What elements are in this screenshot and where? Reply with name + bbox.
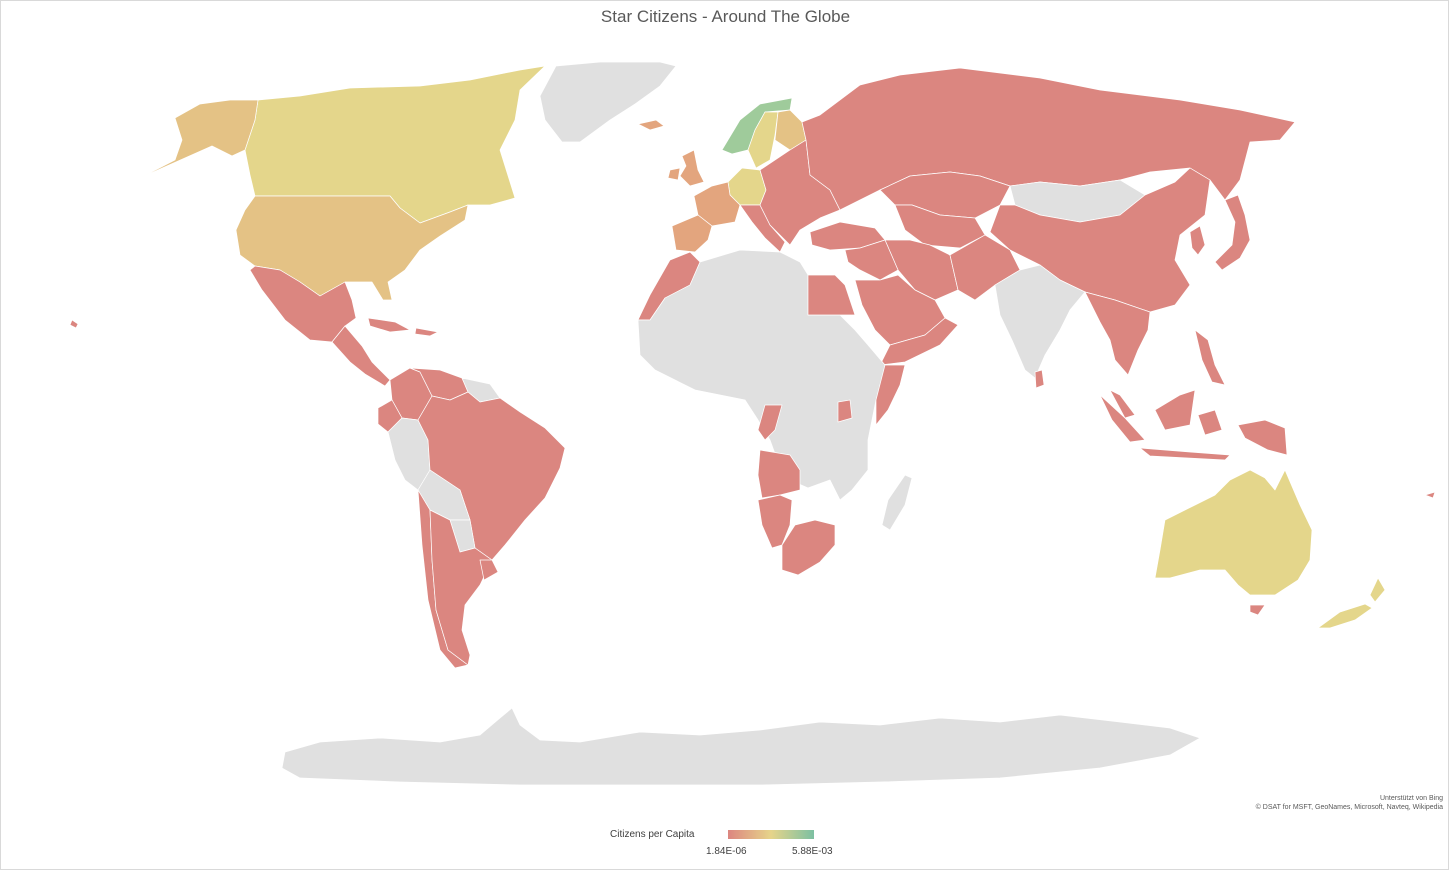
region-gabon-congo[interactable]	[757, 404, 783, 441]
region-south-africa[interactable]	[781, 519, 836, 576]
region-east-africa[interactable]	[837, 399, 853, 423]
region-canada[interactable]	[244, 65, 546, 224]
region-new-zealand[interactable]	[1317, 577, 1386, 629]
region-caribbean[interactable]	[367, 317, 439, 337]
region-uk[interactable]	[667, 149, 705, 187]
region-philippines[interactable]	[1194, 329, 1226, 386]
region-iceland[interactable]	[637, 119, 665, 131]
region-antarctica[interactable]	[281, 707, 1201, 786]
region-japan[interactable]	[1214, 194, 1251, 271]
region-australia[interactable]	[1154, 469, 1313, 596]
region-somalia[interactable]	[875, 364, 906, 426]
region-mexico[interactable]	[249, 265, 357, 343]
region-tasmania[interactable]	[1249, 604, 1266, 616]
region-indonesia[interactable]	[1099, 389, 1288, 461]
region-spain[interactable]	[671, 214, 713, 253]
region-hawaii[interactable]	[69, 319, 79, 329]
region-levant[interactable]	[844, 239, 899, 281]
region-usa[interactable]	[235, 195, 469, 301]
legend-gradient-bar	[728, 830, 814, 839]
legend-min-label: 1.84E-06	[706, 846, 747, 857]
region-sri-lanka[interactable]	[1034, 369, 1045, 389]
region-pacific-islands[interactable]	[1424, 491, 1436, 499]
attribution-line-2: © DSAT for MSFT, GeoNames, Microsoft, Na…	[1255, 804, 1443, 811]
region-alaska[interactable]	[139, 99, 259, 179]
region-greenland[interactable]	[539, 61, 677, 143]
region-india[interactable]	[994, 264, 1086, 379]
region-angola[interactable]	[757, 449, 801, 499]
region-madagascar[interactable]	[881, 474, 913, 531]
map-attribution: Unterstützt von Bing © DSAT for MSFT, Ge…	[1256, 794, 1443, 812]
region-argentina[interactable]	[429, 509, 493, 666]
region-korea[interactable]	[1189, 225, 1206, 256]
region-southeast-asia[interactable]	[1084, 291, 1151, 376]
map-title: Star Citizens - Around The Globe	[600, 7, 851, 26]
region-central-america[interactable]	[331, 325, 391, 387]
region-malaysia[interactable]	[1109, 389, 1136, 419]
legend-title: Citizens per Capita	[610, 829, 695, 840]
region-uruguay[interactable]	[479, 559, 499, 581]
legend-max-label: 5.88E-03	[792, 846, 833, 857]
region-namibia[interactable]	[757, 494, 793, 549]
attribution-line-1: Unterstützt von Bing	[1379, 795, 1443, 802]
region-egypt[interactable]	[807, 274, 856, 316]
